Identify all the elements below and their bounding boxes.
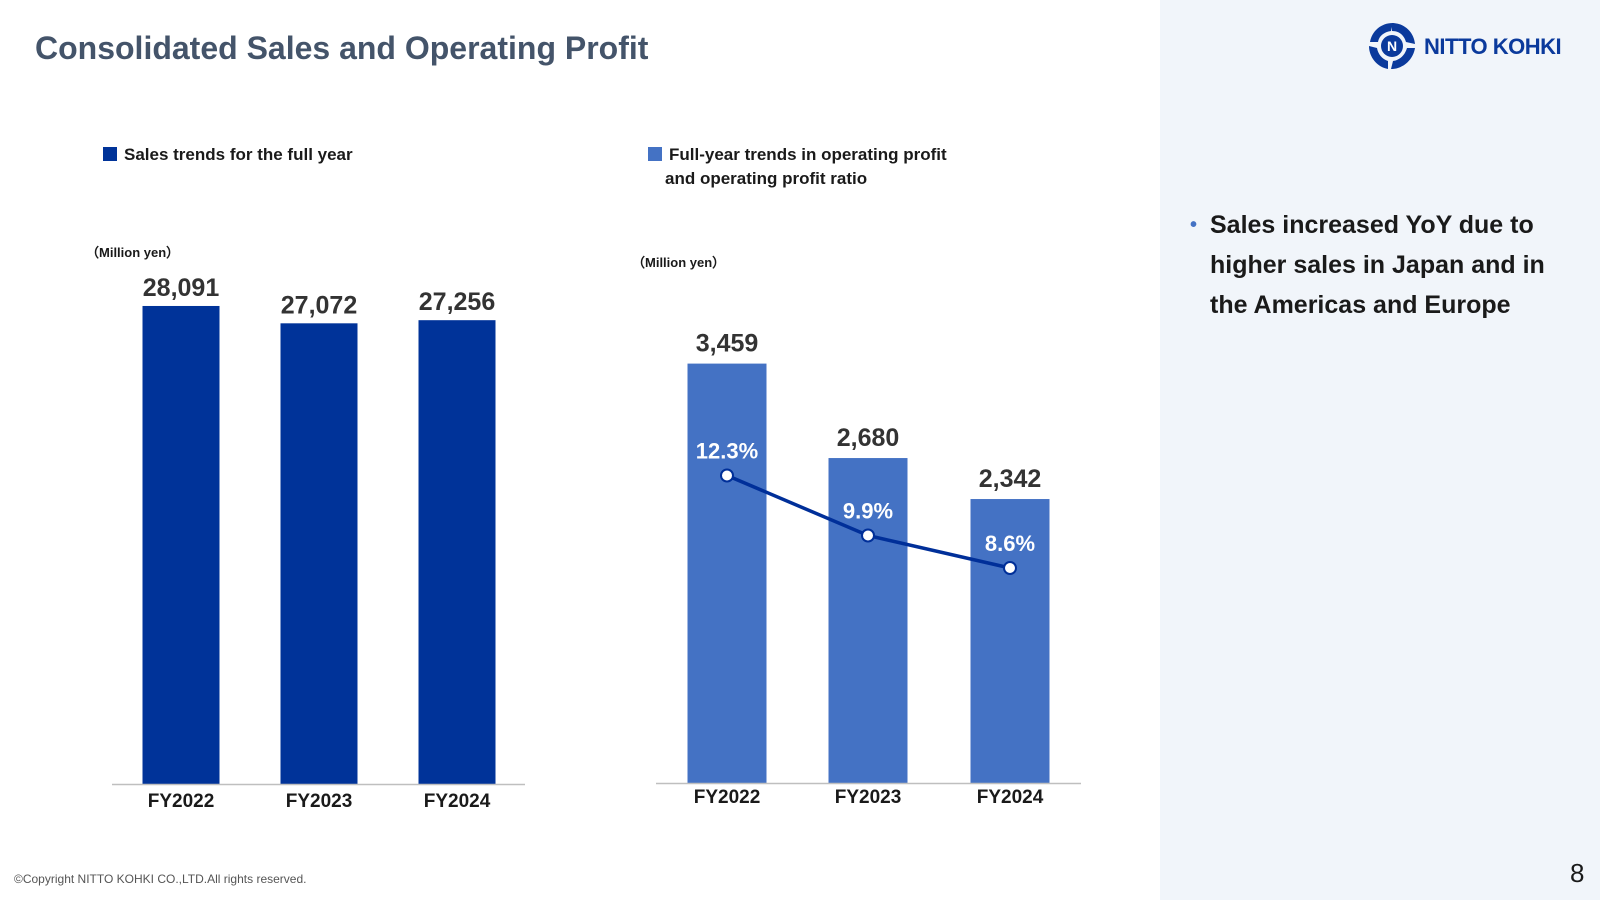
profit-category-label: FY2023	[835, 787, 902, 808]
profit-value-label: 3,459	[696, 330, 759, 358]
sales-legend-swatch	[103, 147, 117, 161]
sales-value-label: 27,256	[419, 288, 495, 316]
profit-bar-fy2024	[970, 499, 1050, 783]
sales-value-label: 27,072	[281, 291, 357, 319]
ratio-value-label: 8.6%	[985, 531, 1035, 556]
bullet-dot-icon: •	[1190, 214, 1198, 236]
sales-bar-fy2024	[418, 320, 496, 784]
profit-unit-label: （Million yen）	[632, 255, 726, 270]
nitto-kohki-emblem-icon: N	[1369, 23, 1415, 69]
ratio-point	[720, 468, 734, 483]
page-number: 8	[1570, 858, 1585, 888]
profit-bar-fy2023	[828, 458, 908, 783]
profit-bar-fy2022	[687, 363, 767, 783]
summary-bullet-text: Sales increased YoY due to higher sales …	[1210, 211, 1545, 319]
summary-bullet: • Sales increased YoY due to higher sale…	[1190, 205, 1580, 325]
profit-category-label: FY2024	[977, 787, 1044, 808]
sales-category-label: FY2022	[148, 791, 215, 812]
ratio-value-label: 12.3%	[696, 439, 758, 464]
company-logo: N NITTO KOHKI	[1366, 20, 1576, 72]
ratio-value-label: 9.9%	[843, 499, 893, 524]
sales-unit-label: （Million yen）	[86, 245, 180, 260]
sales-bar-fy2023	[280, 323, 358, 784]
ratio-point	[861, 528, 875, 543]
copyright-notice: ©Copyright NITTO KOHKI CO.,LTD.All right…	[14, 872, 307, 886]
sales-bar-fy2022	[142, 305, 220, 784]
sales-category-label: FY2023	[286, 791, 353, 812]
profit-legend-label-line1: Full-year trends in operating profit	[669, 145, 947, 164]
summary-sidebar	[1160, 0, 1600, 900]
profit-value-label: 2,342	[979, 465, 1042, 493]
page-title: Consolidated Sales and Operating Profit	[35, 30, 649, 66]
svg-text:N: N	[1387, 38, 1397, 54]
profit-value-label: 2,680	[837, 424, 900, 452]
charts-canvas: 28,091 FY2022 27,072 FY2023 27,256 FY2024 3,45…	[112, 274, 1081, 812]
sales-value-label: 28,091	[143, 274, 220, 302]
logo-wordmark: NITTO KOHKI	[1424, 34, 1562, 59]
sales-legend: Sales trends for the full year	[103, 143, 353, 167]
profit-legend: Full-year trends in operating profit and…	[648, 143, 947, 191]
sales-legend-label: Sales trends for the full year	[124, 145, 353, 164]
ratio-point	[1003, 561, 1017, 575]
profit-legend-swatch	[648, 147, 662, 161]
profit-category-label: FY2022	[694, 787, 761, 808]
profit-legend-label-line2: and operating profit ratio	[665, 169, 868, 188]
sales-category-label: FY2024	[424, 791, 491, 812]
